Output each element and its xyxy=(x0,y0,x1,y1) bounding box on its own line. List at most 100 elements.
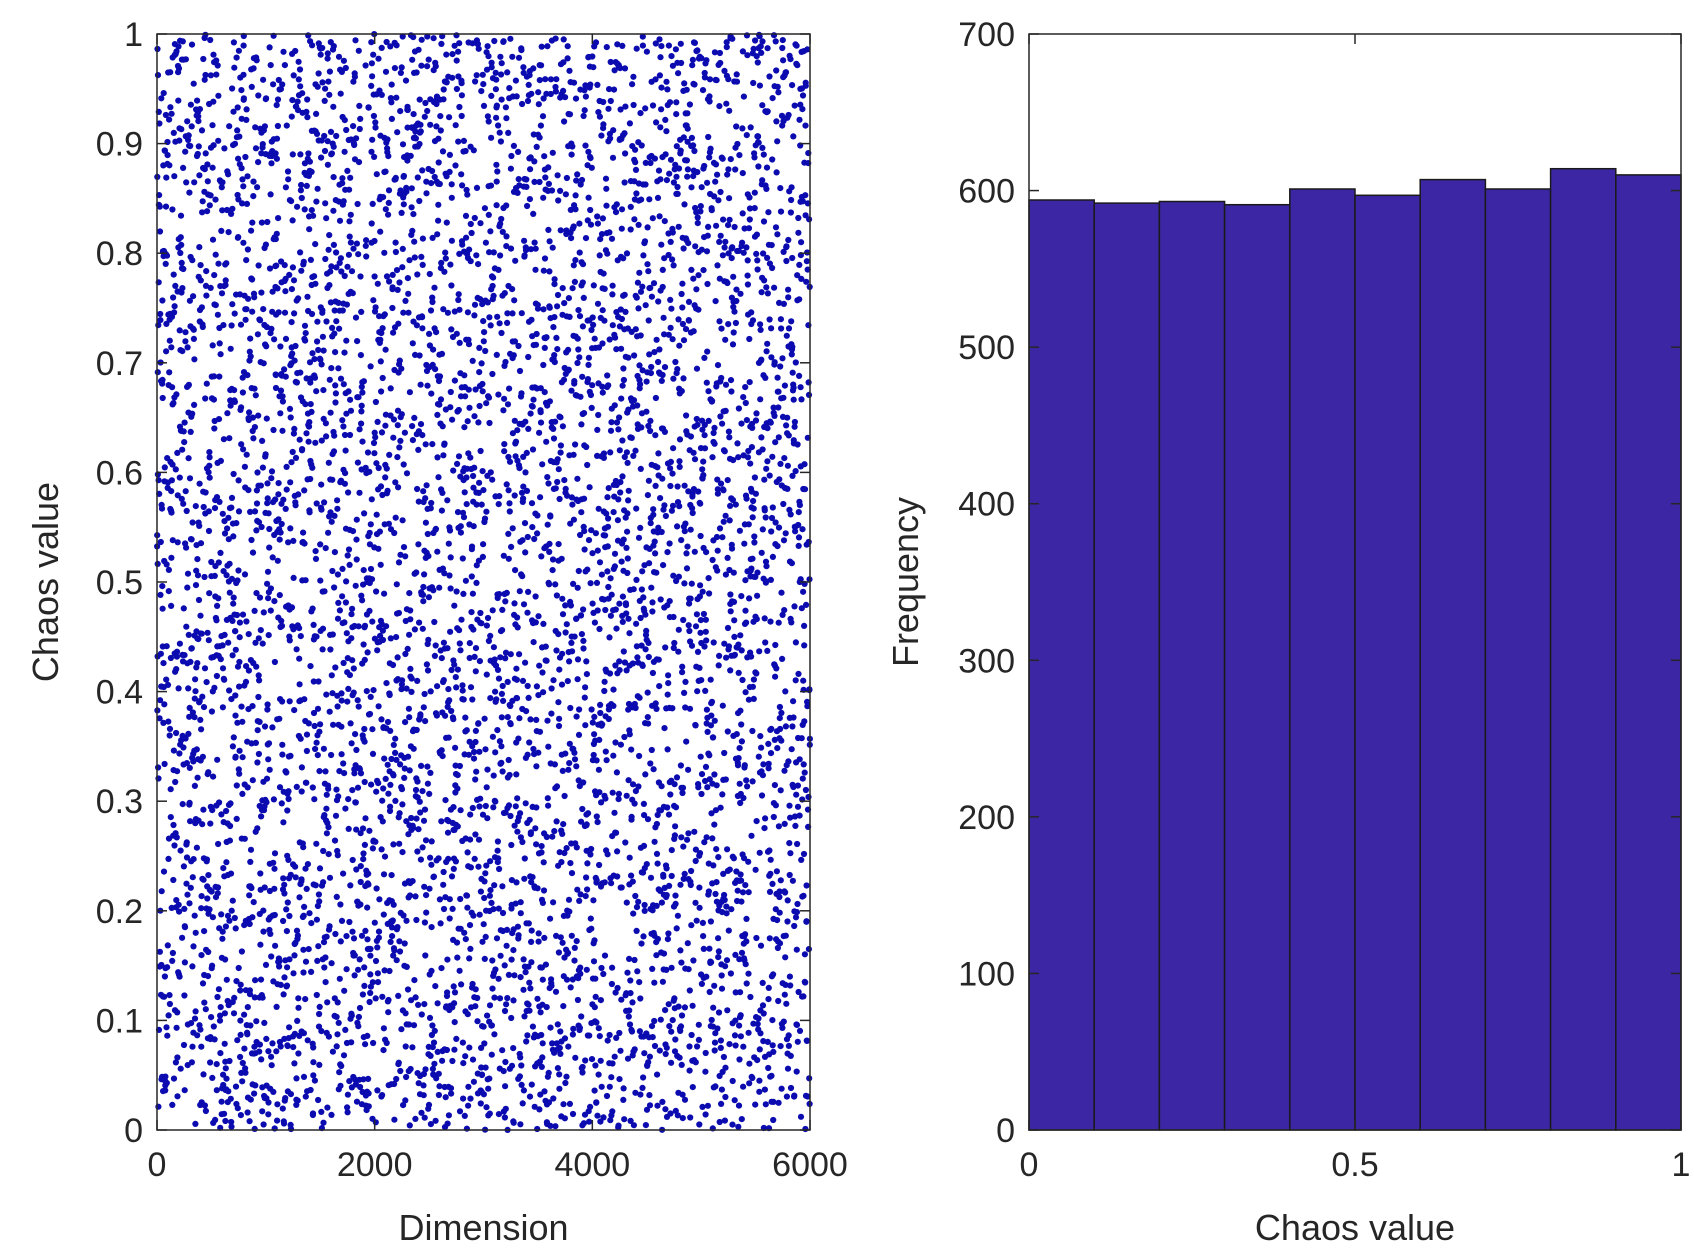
scatter-point xyxy=(351,770,358,777)
scatter-point xyxy=(388,755,395,763)
scatter-point xyxy=(307,663,314,670)
scatter-point xyxy=(160,719,167,727)
scatter-point xyxy=(495,975,502,982)
scatter-point xyxy=(410,745,417,752)
scatter-point xyxy=(230,533,237,540)
scatter-point xyxy=(573,844,580,851)
scatter-point xyxy=(159,605,166,612)
scatter-point xyxy=(317,541,324,548)
scatter-point xyxy=(466,246,473,253)
scatter-point xyxy=(449,51,456,58)
scatter-point xyxy=(686,987,693,994)
scatter-point xyxy=(648,293,656,300)
scatter-point xyxy=(271,598,278,605)
scatter-point xyxy=(579,323,587,330)
scatter-point xyxy=(596,789,603,796)
scatter-point xyxy=(610,686,617,693)
scatter-point xyxy=(659,283,666,291)
scatter-point xyxy=(205,469,212,476)
scatter-point xyxy=(665,331,672,338)
scatter-point xyxy=(422,718,429,725)
scatter-point xyxy=(395,320,402,327)
scatter-point xyxy=(280,875,287,882)
scatter-point xyxy=(509,430,516,437)
scatter-point xyxy=(247,1022,254,1029)
scatter-point xyxy=(426,885,433,892)
scatter-point xyxy=(697,629,704,636)
scatter-point xyxy=(414,677,421,685)
scatter-point xyxy=(464,904,471,911)
scatter-point xyxy=(645,317,652,324)
scatter-point xyxy=(235,234,242,241)
scatter-point xyxy=(656,72,664,79)
scatter-point xyxy=(318,481,325,488)
scatter-point xyxy=(580,112,587,120)
scatter-point xyxy=(334,571,341,578)
scatter-point xyxy=(546,268,553,275)
scatter-point xyxy=(443,79,450,86)
scatter-point xyxy=(694,688,701,695)
scatter-point xyxy=(213,1087,220,1094)
scatter-point xyxy=(671,995,678,1002)
scatter-point xyxy=(529,874,536,881)
scatter-point xyxy=(422,519,429,526)
scatter-point xyxy=(325,851,332,858)
scatter-point xyxy=(522,247,530,254)
scatter-point xyxy=(566,760,573,767)
scatter-point xyxy=(307,401,314,408)
scatter-point xyxy=(418,36,425,43)
scatter-point xyxy=(419,167,426,174)
scatter-point xyxy=(618,395,625,402)
scatter-point xyxy=(601,952,609,959)
scatter-point xyxy=(590,958,598,965)
scatter-point xyxy=(644,689,651,696)
scatter-point xyxy=(539,1054,546,1061)
scatter-point xyxy=(611,402,618,409)
scatter-point xyxy=(386,807,394,815)
scatter-point xyxy=(370,687,377,694)
scatter-point xyxy=(303,182,310,189)
scatter-point xyxy=(395,1059,402,1066)
scatter-point xyxy=(497,654,504,661)
scatter-point xyxy=(274,1117,281,1124)
scatter-point xyxy=(690,328,697,335)
scatter-point xyxy=(696,904,703,911)
scatter-point xyxy=(160,660,167,667)
scatter-point xyxy=(692,243,699,250)
scatter-point xyxy=(594,213,601,220)
scatter-point xyxy=(517,1121,524,1128)
scatter-point xyxy=(679,1115,686,1122)
scatter-point xyxy=(285,176,292,183)
scatter-point xyxy=(369,726,376,733)
scatter-point xyxy=(167,69,174,76)
scatter-point xyxy=(288,286,295,293)
scatter-point xyxy=(470,523,477,530)
scatter-point xyxy=(571,957,578,964)
scatter-point xyxy=(403,685,410,692)
scatter-point xyxy=(234,127,241,134)
scatter-point xyxy=(204,208,211,215)
scatter-point xyxy=(358,408,365,415)
scatter-point xyxy=(673,99,680,106)
scatter-point xyxy=(565,346,572,353)
scatter-point xyxy=(522,659,529,666)
scatter-point xyxy=(257,482,264,489)
scatter-point xyxy=(576,249,583,256)
scatter-point xyxy=(456,339,463,346)
scatter-point xyxy=(510,1119,517,1126)
scatter-point xyxy=(522,549,529,556)
scatter-point xyxy=(575,346,582,353)
scatter-point xyxy=(547,90,554,98)
scatter-point xyxy=(273,1003,280,1011)
scatter-point xyxy=(255,693,262,701)
scatter-point xyxy=(498,714,505,721)
scatter-point xyxy=(543,1004,550,1011)
scatter-point xyxy=(694,169,701,176)
scatter-point xyxy=(277,387,285,394)
scatter-point xyxy=(668,872,675,880)
scatter-point xyxy=(209,342,216,349)
scatter-point xyxy=(512,257,519,264)
scatter-point xyxy=(639,367,646,374)
scatter-point xyxy=(158,95,165,102)
scatter-point xyxy=(566,313,573,320)
